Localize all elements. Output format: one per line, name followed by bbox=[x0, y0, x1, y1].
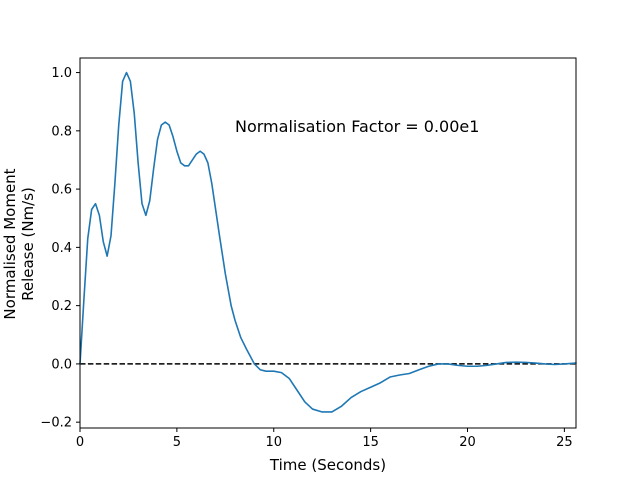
x-axis-label: Time (Seconds) bbox=[269, 456, 386, 474]
y-tick-label: 0.2 bbox=[51, 299, 72, 314]
series-line-1 bbox=[79, 71, 577, 413]
normalisation-annotation: Normalisation Factor = 0.00e1 bbox=[235, 117, 479, 136]
x-tick-label: 15 bbox=[362, 435, 379, 450]
x-tick-label: 20 bbox=[459, 435, 476, 450]
y-tick-label: 0.0 bbox=[51, 357, 72, 372]
x-tick-label: 10 bbox=[265, 435, 282, 450]
y-tick-label: 0.4 bbox=[51, 241, 72, 256]
y-axis-label-line-2: Release (Nm/s) bbox=[19, 187, 37, 301]
x-tick-label: 5 bbox=[173, 435, 181, 450]
y-axis-label: Normalised Moment Release (Nm/s) bbox=[1, 168, 37, 319]
x-tick-label: 0 bbox=[76, 435, 84, 450]
plot-area bbox=[79, 71, 577, 413]
y-axis-label-line-1: Normalised Moment bbox=[1, 168, 19, 319]
y-tick-label: 0.6 bbox=[51, 183, 72, 198]
y-tick-label: −0.2 bbox=[40, 416, 72, 431]
y-tick-label: 1.0 bbox=[51, 66, 72, 81]
axis-ticks: 0 5 10 15 20 25 −0.2 0.0 0.2 0.4 0.6 0.8 1.0 bbox=[40, 66, 572, 450]
y-tick-label: 0.8 bbox=[51, 124, 72, 139]
x-tick-label: 25 bbox=[556, 435, 573, 450]
plot-frame bbox=[79, 57, 577, 429]
